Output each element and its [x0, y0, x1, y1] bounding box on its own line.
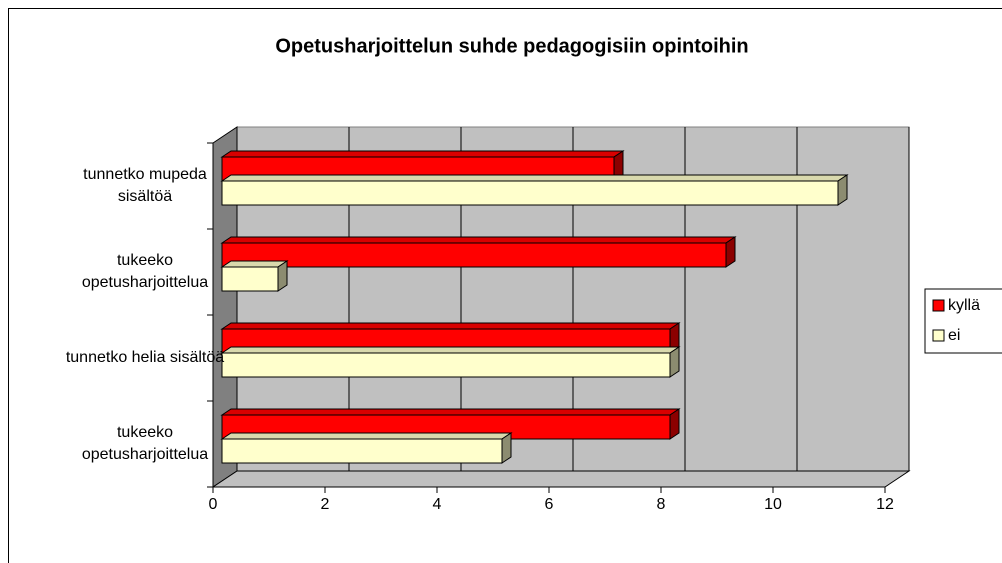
bar-top	[220, 432, 513, 440]
bar-side	[725, 236, 736, 268]
bar-top	[220, 236, 737, 244]
bar-top	[220, 322, 681, 330]
legend-label: kyllä	[948, 297, 980, 314]
bar-side	[669, 408, 680, 440]
bar-top	[220, 174, 849, 182]
y-tick-label: tunnetko helia sisältöä	[65, 349, 225, 366]
bar	[221, 242, 727, 268]
bar-top	[220, 260, 289, 268]
bar-top	[220, 150, 625, 158]
bar-top	[220, 346, 681, 354]
x-tick-label: 0	[209, 496, 218, 513]
bar	[221, 180, 839, 206]
bar-side	[501, 432, 512, 464]
bar	[221, 438, 503, 464]
chart-title: Opetusharjoittelun suhde pedagogisiin op…	[275, 35, 748, 57]
x-tick-label: 8	[657, 496, 666, 513]
x-tick-label: 12	[876, 496, 894, 513]
legend-label: ei	[948, 327, 960, 344]
x-tick-label: 10	[764, 496, 782, 513]
bar-side	[837, 174, 848, 206]
y-tick-label: tunnetko mupeda sisältöä	[83, 166, 207, 205]
bar-side	[669, 346, 680, 378]
legend-swatch	[932, 299, 945, 312]
y-tick-label: tukeeko opetusharjoittelua	[81, 252, 209, 291]
floor	[211, 470, 911, 488]
bar-top	[220, 408, 681, 416]
x-tick-label: 2	[321, 496, 330, 513]
bar	[221, 266, 279, 292]
x-tick-label: 6	[545, 496, 554, 513]
y-tick-label: tukeeko opetusharjoittelua	[81, 424, 209, 463]
x-tick-label: 4	[433, 496, 442, 513]
legend-swatch	[932, 329, 945, 342]
bar-side	[277, 260, 288, 292]
bar	[221, 352, 671, 378]
